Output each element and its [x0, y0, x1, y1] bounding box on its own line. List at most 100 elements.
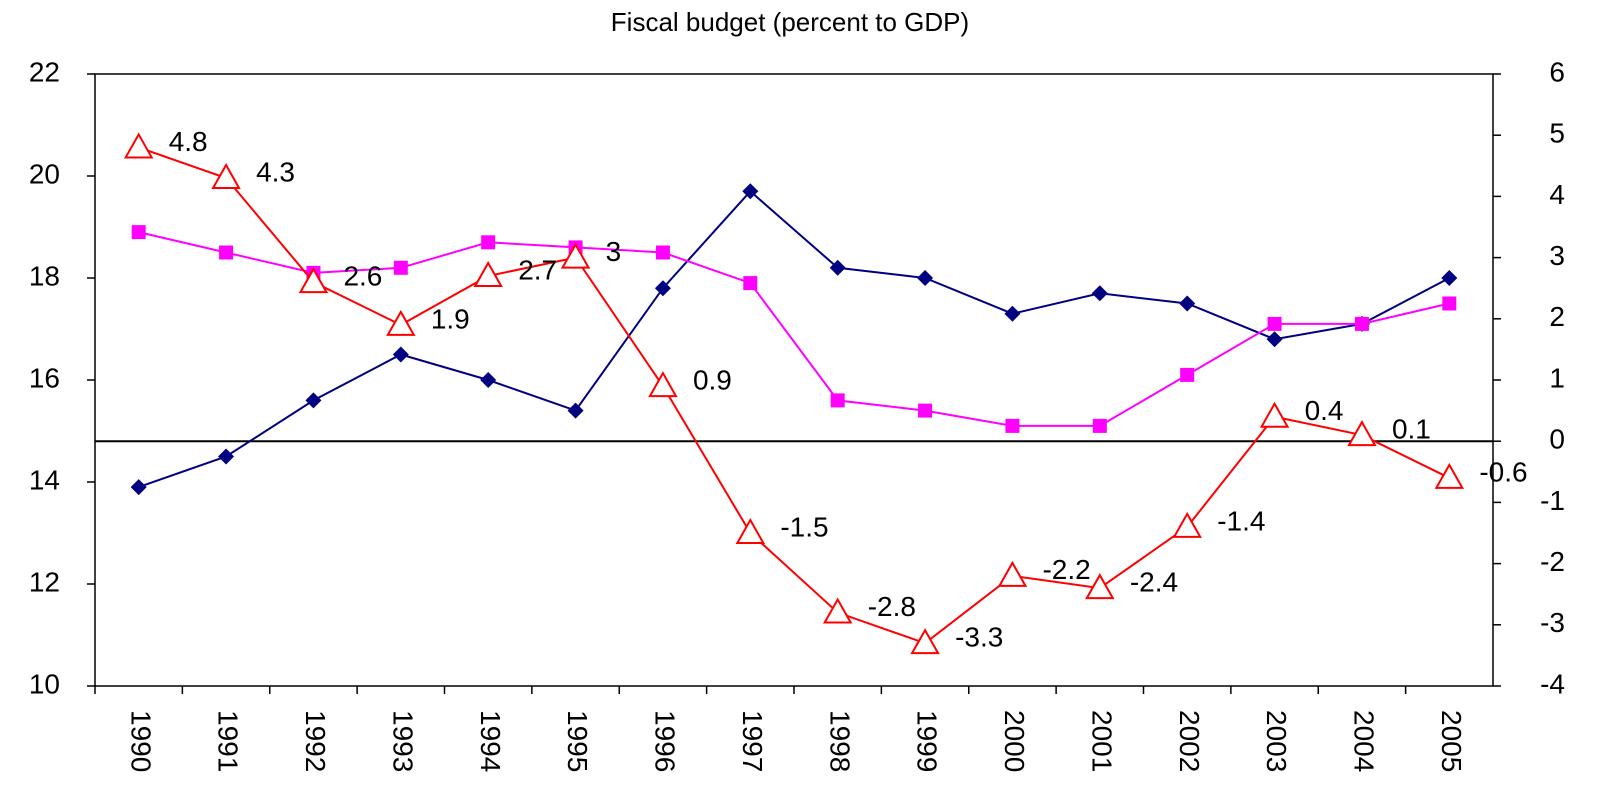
point [1085, 573, 1115, 600]
point [1354, 316, 1369, 331]
point [211, 163, 241, 190]
x-tick-label: 2000 [999, 710, 1030, 772]
point [305, 392, 322, 409]
point [131, 225, 146, 240]
point [218, 448, 235, 465]
point [822, 597, 853, 624]
point [1266, 331, 1283, 348]
y2-tick-label: -3 [1540, 607, 1565, 638]
y2-tick-label: 0 [1549, 424, 1565, 455]
point [735, 517, 766, 544]
point [481, 235, 496, 250]
data-label: 1.9 [431, 303, 470, 334]
data-label: -2.4 [1130, 566, 1178, 597]
x-tick-label: 1997 [737, 710, 768, 772]
point [917, 270, 934, 286]
point [829, 259, 846, 276]
point [130, 479, 147, 496]
y2-tick-label: 2 [1549, 301, 1565, 332]
y2-tick-label: 3 [1549, 240, 1565, 271]
point [1347, 420, 1377, 447]
y2-tick-label: -1 [1540, 485, 1565, 516]
y2-tick-label: 1 [1549, 362, 1565, 393]
point [386, 309, 416, 336]
point [1172, 511, 1202, 538]
point [219, 245, 234, 260]
point [298, 267, 329, 294]
x-tick-label: 1990 [125, 710, 156, 772]
x-tick-label: 2003 [1261, 710, 1292, 772]
plot-frame [94, 73, 1494, 687]
x-tick-label: 1994 [475, 710, 506, 772]
x-tick-label: 1995 [562, 710, 593, 772]
x-tick-label: 1999 [912, 710, 943, 772]
x-tick-label: 1993 [387, 710, 418, 772]
point [1259, 401, 1290, 428]
point [1180, 367, 1195, 382]
y2-tick-label: -4 [1540, 668, 1565, 699]
point [743, 276, 758, 291]
point [1004, 305, 1021, 322]
x-tick-label: 2002 [1174, 710, 1205, 772]
x-tick-label: 1992 [300, 710, 331, 772]
point [1434, 462, 1465, 489]
y-tick-label: 14 [29, 464, 60, 495]
data-label: 0.4 [1305, 395, 1344, 426]
data-label: 0.1 [1392, 413, 1431, 444]
chart-title: Fiscal budget (percent to GDP) [611, 7, 969, 37]
data-label: -0.6 [1479, 456, 1527, 487]
data-label: 4.8 [169, 126, 208, 157]
point [1005, 418, 1020, 433]
data-label: -1.4 [1217, 505, 1265, 536]
y-tick-label: 22 [29, 56, 60, 87]
point [473, 260, 503, 287]
data-label: 0.9 [693, 365, 732, 396]
series-line [138, 146, 1450, 645]
point [560, 242, 591, 269]
point [1091, 285, 1108, 302]
point [123, 132, 154, 159]
x-tick-label: 1991 [213, 710, 244, 772]
y2-tick-label: 6 [1549, 56, 1565, 87]
x-tick-label: 2005 [1436, 710, 1467, 772]
point [1179, 295, 1196, 312]
point [655, 245, 670, 260]
series-line [138, 189, 1450, 489]
x-tick-label: 2001 [1086, 710, 1117, 772]
y-tick-label: 16 [29, 362, 60, 393]
point [1442, 296, 1457, 311]
series-line [138, 231, 1450, 427]
point [910, 628, 940, 655]
x-tick-label: 1998 [824, 710, 855, 772]
point [1267, 316, 1282, 331]
point [392, 346, 409, 363]
data-label: 4.3 [256, 156, 295, 187]
point [742, 183, 759, 200]
y-tick-label: 18 [29, 260, 60, 291]
data-label: 2.7 [518, 254, 557, 285]
point [648, 371, 678, 398]
point [1092, 418, 1107, 433]
point [654, 280, 671, 297]
y-tick-label: 10 [29, 668, 60, 699]
y-tick-label: 20 [29, 158, 60, 189]
point [918, 403, 933, 418]
point [567, 402, 584, 419]
data-label: 3 [606, 236, 622, 267]
x-tick-label: 1996 [650, 710, 681, 772]
data-label: -3.3 [955, 622, 1003, 653]
y2-tick-label: 5 [1549, 118, 1565, 149]
point [1441, 270, 1458, 286]
data-label: -2.8 [868, 591, 916, 622]
point [480, 372, 497, 388]
data-label: 2.6 [343, 260, 382, 291]
x-tick-label: 2004 [1349, 710, 1380, 772]
data-label: -1.5 [780, 511, 828, 542]
data-label: -2.2 [1042, 554, 1090, 585]
point [830, 393, 845, 408]
y-tick-label: 12 [29, 566, 60, 597]
point [997, 560, 1028, 587]
y2-tick-label: -2 [1540, 546, 1565, 577]
